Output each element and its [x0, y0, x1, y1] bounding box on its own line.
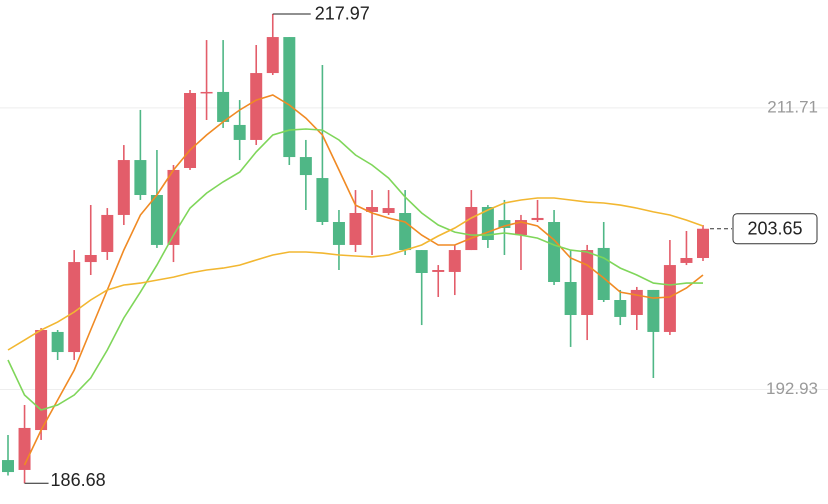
candle-body [117, 160, 130, 215]
candle-body [84, 255, 97, 263]
candle-body [250, 73, 263, 140]
candle-body [2, 460, 14, 473]
last-price-box [732, 213, 818, 245]
candle-body [564, 282, 577, 315]
candle-body [332, 222, 345, 245]
candle-body [200, 91, 213, 94]
candle-body [531, 217, 544, 221]
candle-body [68, 262, 81, 353]
candle-body [448, 250, 461, 272]
candle-body [697, 228, 709, 258]
candle-body [399, 213, 412, 251]
candle-body [349, 213, 362, 245]
candle-body [217, 91, 230, 122]
candle-body [283, 37, 296, 158]
candle-body [316, 178, 329, 222]
candle-body [663, 265, 676, 332]
candle-body [432, 270, 445, 272]
candle-body [134, 160, 147, 195]
candle-body [597, 247, 610, 300]
candle-body [581, 250, 594, 315]
ma-line [7, 128, 703, 411]
candle-body [167, 169, 180, 245]
y-tick-label: 211.71 [767, 97, 818, 116]
last-price-label: 203.65 [747, 219, 802, 239]
candle-body [101, 214, 114, 252]
min-label: 186.68 [51, 470, 106, 490]
candle-body [465, 207, 478, 251]
candle-body [647, 289, 660, 332]
candle-body [498, 220, 511, 228]
candle-body [233, 124, 246, 140]
candle-body [366, 207, 379, 212]
candle-body [548, 222, 561, 282]
candle-body [51, 331, 64, 353]
candle-body [680, 258, 693, 263]
ma-line [7, 197, 704, 351]
max-label: 217.97 [315, 4, 370, 24]
candle-body [266, 37, 279, 74]
ma-line [23, 94, 704, 466]
candle-body [35, 330, 48, 431]
candle-body [415, 250, 428, 273]
candle-body [150, 195, 163, 245]
candle-body [514, 220, 527, 236]
candle-body [299, 157, 312, 176]
candle-body [382, 208, 395, 213]
candle-body [184, 93, 197, 168]
candle-body [614, 300, 627, 317]
y-tick-label: 192.93 [766, 379, 818, 398]
